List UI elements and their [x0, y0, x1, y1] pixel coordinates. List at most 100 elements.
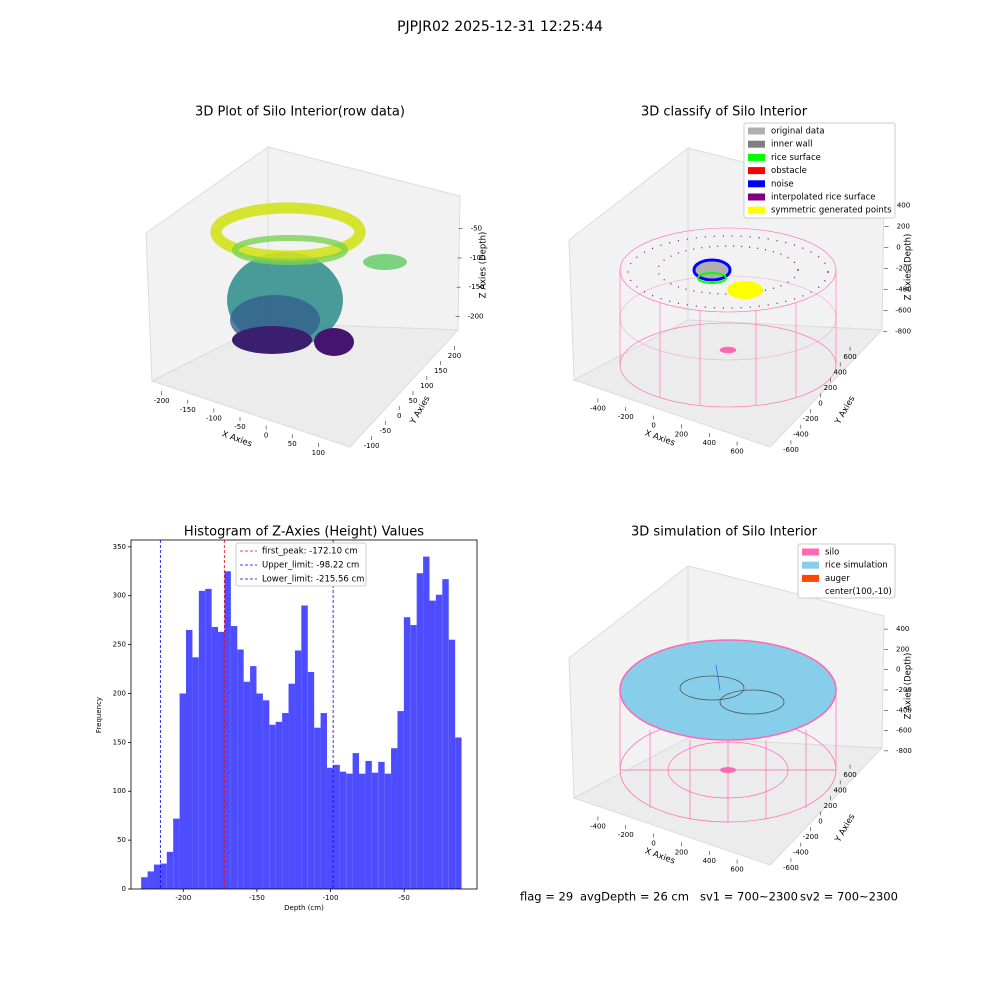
bar [371, 772, 379, 889]
legend-label: first_peak: -172.10 cm [262, 547, 358, 557]
x-tick-label: -200 [154, 397, 170, 405]
silo-wireframe-2 [619, 227, 837, 408]
z-tick-label: -150 [469, 283, 485, 291]
bar [346, 773, 353, 889]
classified-points-2 [627, 235, 829, 309]
legend-swatch [802, 574, 819, 582]
x-tick-label: -100 [323, 894, 339, 902]
y-tick-label: 100 [420, 382, 433, 390]
y-tick-label: 200 [448, 352, 461, 360]
x-tick-label: -150 [249, 894, 265, 902]
bar [218, 631, 225, 889]
suptitle: PJPJR02 2025-12-31 12:25:44 [397, 19, 603, 35]
y-tick-label: 200 [113, 689, 126, 697]
y-tick-label: 600 [843, 353, 856, 361]
bar [359, 773, 366, 889]
x-tick-label: -200 [618, 413, 634, 421]
bar [275, 721, 283, 889]
bar [262, 700, 270, 889]
bar [397, 711, 404, 889]
legend-swatch [748, 153, 765, 161]
x-tick-label: 0 [264, 432, 268, 440]
legend-label: symmetric generated points [771, 206, 892, 216]
legend-box [743, 122, 896, 219]
z-tick-label: 400 [896, 625, 909, 633]
bar [391, 748, 398, 889]
legend-swatch [748, 167, 765, 175]
x-tick-label: 50 [288, 440, 297, 448]
bar [416, 573, 424, 889]
z-tick-label: -600 [896, 727, 912, 735]
bar [288, 683, 295, 889]
point-cloud-1 [210, 202, 407, 356]
bar [448, 639, 456, 889]
z-tick-label: 200 [896, 645, 909, 653]
z-axis-label: Z Axies (Depth) [904, 234, 914, 301]
y-tick-label: -400 [793, 849, 809, 857]
y-tick-label: -400 [793, 431, 809, 439]
y-axis-label: Frequency [95, 697, 103, 733]
x-tick-label: -200 [175, 894, 191, 902]
bar [153, 864, 161, 889]
x-tick-label: -150 [180, 406, 196, 414]
z-tick-label: -800 [896, 747, 912, 755]
footer-text: sv1 = 700~2300 [700, 890, 798, 904]
legend-box [797, 543, 896, 599]
y-tick-label: 350 [113, 543, 126, 551]
bar [198, 590, 206, 889]
z-tick-label: -400 [896, 286, 912, 294]
legend-label: rice simulation [825, 561, 888, 571]
z-tick-label: -100 [470, 254, 486, 262]
bar [160, 863, 167, 889]
bar [352, 753, 360, 889]
bar [173, 818, 180, 889]
z-axis-label: Z Axies (Depth) [479, 232, 489, 299]
z-tick-label: -200 [896, 686, 912, 694]
bar [141, 877, 148, 889]
legend-swatch [748, 206, 765, 214]
legend-swatch [748, 140, 765, 148]
bar [186, 629, 193, 889]
legend-label: interpolated rice surface [771, 193, 876, 203]
legend-label: obstacle [771, 166, 807, 176]
z-tick-label: 0 [896, 244, 900, 252]
x-tick-label: -200 [618, 831, 634, 839]
y-tick-label: 200 [824, 384, 837, 392]
legend-swatch [802, 548, 819, 556]
x-tick-label: 600 [730, 448, 743, 456]
x-tick-label: -100 [206, 414, 222, 422]
legend-label: auger [825, 574, 850, 584]
chart-title: 3D Plot of Silo Interior(row data) [195, 105, 405, 120]
legend-swatch [802, 561, 819, 569]
bar [455, 737, 462, 889]
y-tick-label: -200 [803, 833, 819, 841]
bar [314, 727, 321, 889]
legend-swatch [748, 193, 765, 201]
bar [230, 626, 238, 889]
bar [423, 556, 430, 889]
y-tick-label: 300 [113, 592, 126, 600]
x-tick-label: 100 [312, 449, 325, 457]
bar [294, 650, 302, 889]
y-tick-label: 600 [843, 771, 856, 779]
footer-text: flag = 29 [520, 890, 573, 904]
chart-title: Histogram of Z-Axies (Height) Values [184, 525, 424, 540]
x-tick-label: 400 [703, 857, 716, 865]
bar [256, 693, 263, 889]
z-tick-label: 0 [896, 666, 900, 674]
y-tick-label: 150 [113, 738, 126, 746]
x-tick-label: -400 [590, 822, 606, 830]
bar [205, 588, 212, 889]
y-tick-label: 400 [834, 786, 847, 794]
legend-label: original data [771, 127, 825, 137]
y-tick-label: 0 [122, 885, 126, 893]
x-tick-label: 0 [651, 422, 655, 430]
y-tick-label: -600 [783, 864, 799, 872]
x-tick-label: 600 [730, 866, 743, 874]
y-tick-label: 400 [834, 368, 847, 376]
y-tick-label: 0 [818, 400, 822, 408]
legend-label: silo [825, 548, 839, 558]
plot-frame [130, 539, 478, 890]
y-tick-label: -200 [803, 415, 819, 423]
x-axis-label: Depth (cm) [284, 904, 324, 912]
